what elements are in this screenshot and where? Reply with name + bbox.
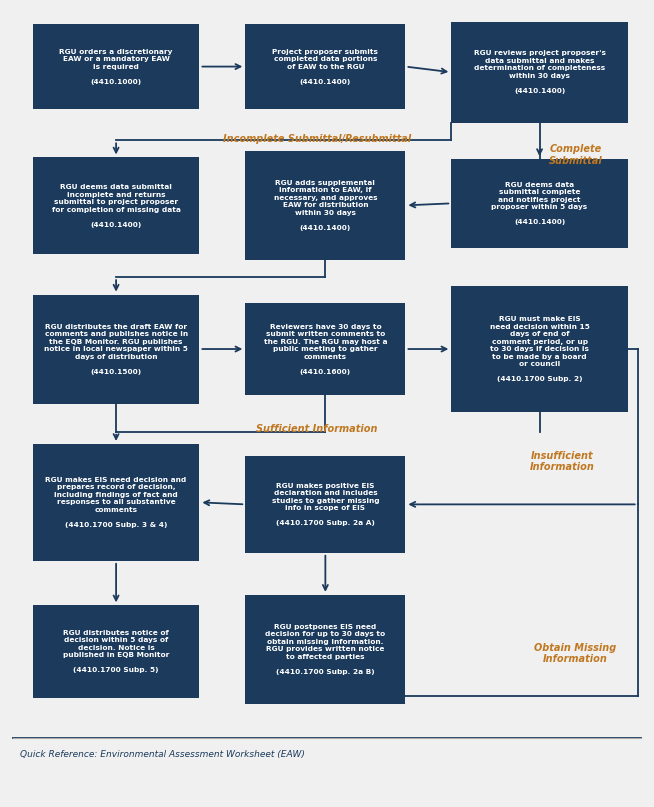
FancyBboxPatch shape [245, 151, 405, 260]
FancyBboxPatch shape [245, 595, 405, 704]
Text: Obtain Missing
Information: Obtain Missing Information [534, 643, 617, 664]
Text: RGU deems data
submittal complete
and notifies project
proposer within 5 days

(: RGU deems data submittal complete and no… [492, 182, 587, 225]
FancyBboxPatch shape [451, 286, 628, 412]
FancyBboxPatch shape [33, 605, 199, 698]
Text: RGU must make EIS
need decision within 15
days of end of
comment period, or up
t: RGU must make EIS need decision within 1… [490, 316, 589, 382]
Text: RGU deems data submittal
incomplete and returns
submittal to project proposer
fo: RGU deems data submittal incomplete and … [52, 184, 181, 228]
Text: RGU distributes the draft EAW for
comments and publishes notice in
the EQB Monit: RGU distributes the draft EAW for commen… [44, 324, 188, 374]
FancyBboxPatch shape [33, 295, 199, 404]
FancyBboxPatch shape [245, 303, 405, 395]
FancyBboxPatch shape [33, 444, 199, 561]
FancyBboxPatch shape [33, 24, 199, 109]
Text: RGU makes EIS need decision and
prepares record of decision,
including findings : RGU makes EIS need decision and prepares… [46, 477, 186, 528]
Text: Sufficient Information: Sufficient Information [256, 424, 378, 434]
Text: RGU orders a discretionary
EAW or a mandatory EAW
is required

(4410.1000): RGU orders a discretionary EAW or a mand… [60, 48, 173, 85]
FancyBboxPatch shape [245, 456, 405, 553]
FancyBboxPatch shape [451, 159, 628, 248]
Text: Reviewers have 30 days to
submit written comments to
the RGU. The RGU may host a: Reviewers have 30 days to submit written… [264, 324, 387, 374]
Text: RGU adds supplemental
information to EAW, if
necessary, and approves
EAW for dis: RGU adds supplemental information to EAW… [273, 180, 377, 231]
Text: Incomplete Submittal/Resubmittal: Incomplete Submittal/Resubmittal [223, 134, 411, 144]
Text: RGU makes positive EIS
declaration and includes
studies to gather missing
info i: RGU makes positive EIS declaration and i… [271, 483, 379, 526]
Text: RGU postpones EIS need
decision for up to 30 days to
obtain missing information.: RGU postpones EIS need decision for up t… [266, 624, 385, 675]
Text: Project proposer submits
completed data portions
of EAW to the RGU

(4410.1400): Project proposer submits completed data … [273, 48, 378, 85]
FancyBboxPatch shape [245, 24, 405, 109]
FancyBboxPatch shape [451, 22, 628, 123]
Text: Insufficient
Information: Insufficient Information [530, 451, 595, 472]
FancyBboxPatch shape [33, 157, 199, 254]
Text: RGU distributes notice of
decision within 5 days of
decision. Notice is
publishe: RGU distributes notice of decision withi… [63, 630, 169, 673]
Text: Complete
Submittal: Complete Submittal [549, 144, 602, 165]
Text: RGU reviews project proposer's
data submittal and makes
determination of complet: RGU reviews project proposer's data subm… [473, 51, 606, 94]
Text: Quick Reference: Environmental Assessment Worksheet (EAW): Quick Reference: Environmental Assessmen… [20, 750, 305, 759]
